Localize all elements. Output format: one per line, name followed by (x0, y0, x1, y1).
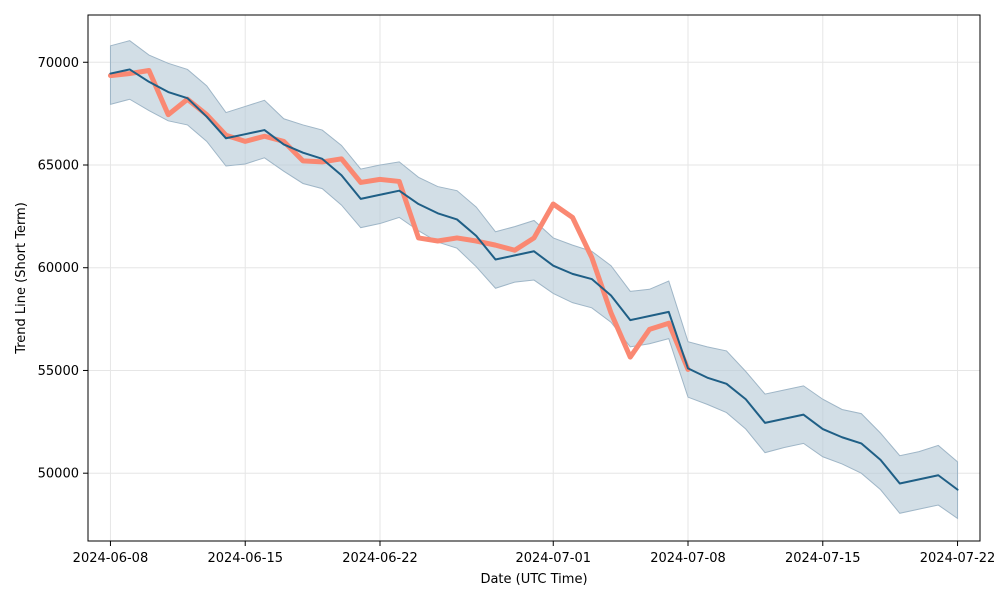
x-tick-label-1: 2024-06-15 (207, 551, 283, 566)
y-tick-label-3: 65000 (38, 158, 79, 173)
y-axis-label: Trend Line (Short Term) (14, 202, 29, 355)
x-tick-label-3: 2024-07-01 (515, 551, 591, 566)
y-tick-label-1: 55000 (38, 364, 79, 379)
confidence-band (109, 40, 959, 520)
x-tick-label-5: 2024-07-15 (785, 551, 861, 566)
y-tick-label-2: 60000 (38, 261, 79, 276)
y-tick-label-0: 50000 (38, 467, 79, 482)
x-tick-label-2: 2024-06-22 (342, 551, 418, 566)
confidence-band-layer (109, 40, 959, 520)
series-layer (107, 67, 959, 491)
plot-frame (87, 14, 981, 542)
x-tick-label-4: 2024-07-08 (650, 551, 726, 566)
x-axis-label: Date (UTC Time) (480, 572, 587, 587)
x-tick-label-0: 2024-06-08 (73, 551, 149, 566)
y-tick-label-4: 70000 (38, 56, 79, 71)
x-tick-label-6: 2024-07-22 (920, 551, 996, 566)
series-line-trend (109, 68, 959, 491)
series-line-actual (107, 67, 691, 372)
axes-layer: 2024-06-08 2024-06-15 2024-06-22 2024-07-01… (38, 14, 996, 566)
